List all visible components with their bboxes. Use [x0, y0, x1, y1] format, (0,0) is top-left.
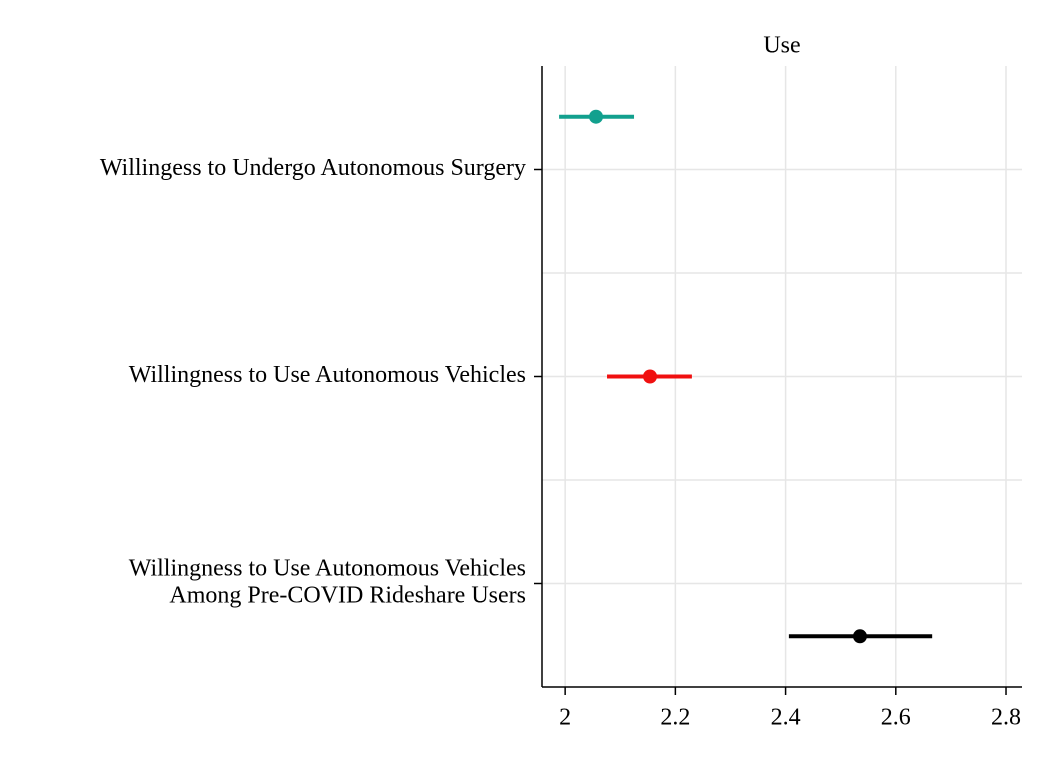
x-tick-label: 2 — [559, 705, 571, 731]
y-tick-label: Willingess to Undergo Autonomous Surgery — [100, 155, 526, 181]
point-estimate — [643, 369, 658, 384]
chart-title: Use — [763, 33, 800, 59]
y-tick-label: Among Pre-COVID Rideshare Users — [169, 583, 526, 609]
x-tick-label: 2.8 — [991, 705, 1021, 731]
y-tick-label: Willingness to Use Autonomous Vehicles — [129, 556, 526, 582]
x-tick-label: 2.6 — [881, 705, 911, 731]
x-tick-label: 2.2 — [660, 705, 690, 731]
x-tick-label: 2.4 — [771, 705, 801, 731]
y-tick-label: Willingness to Use Autonomous Vehicles — [129, 362, 526, 388]
point-estimate — [852, 629, 867, 644]
point-estimate — [589, 109, 604, 124]
